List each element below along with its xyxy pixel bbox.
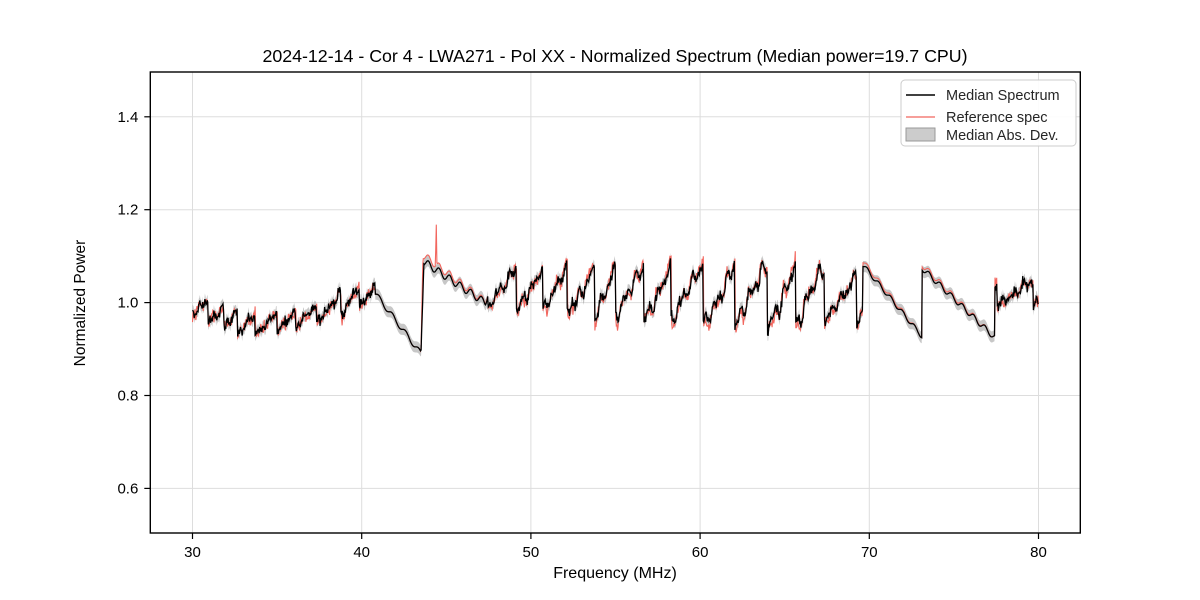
svg-text:Reference spec: Reference spec xyxy=(946,110,1048,126)
svg-text:50: 50 xyxy=(523,544,540,561)
svg-text:2024-12-14 - Cor 4 - LWA271 -: 2024-12-14 - Cor 4 - LWA271 - Pol XX - N… xyxy=(262,46,967,66)
svg-text:Frequency (MHz): Frequency (MHz) xyxy=(553,565,677,582)
svg-text:70: 70 xyxy=(861,544,878,561)
svg-text:Median Abs. Dev.: Median Abs. Dev. xyxy=(946,128,1059,144)
svg-text:0.6: 0.6 xyxy=(117,480,138,497)
svg-text:Normalized Power: Normalized Power xyxy=(72,240,89,367)
svg-text:60: 60 xyxy=(692,544,709,561)
svg-text:1.4: 1.4 xyxy=(117,109,138,126)
svg-text:Median Spectrum: Median Spectrum xyxy=(946,88,1060,104)
svg-text:1.0: 1.0 xyxy=(117,295,138,312)
svg-text:1.2: 1.2 xyxy=(117,202,138,219)
svg-text:80: 80 xyxy=(1030,544,1047,561)
svg-text:30: 30 xyxy=(184,544,201,561)
svg-text:0.8: 0.8 xyxy=(117,388,138,405)
svg-text:40: 40 xyxy=(353,544,370,561)
